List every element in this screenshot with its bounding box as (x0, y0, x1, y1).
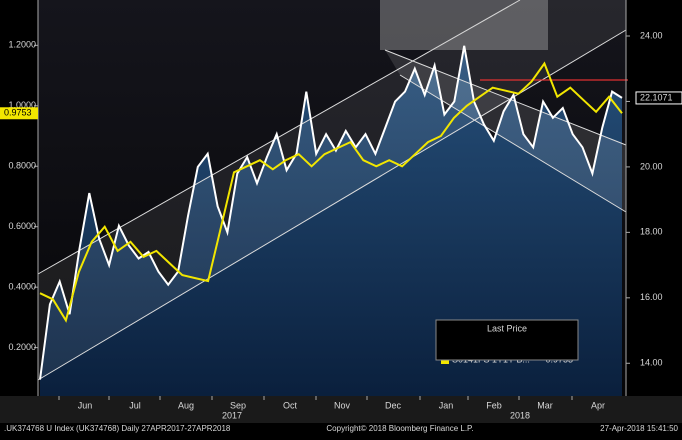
y-tick-label: 1.2000 (8, 40, 36, 50)
footer-left: .UK374768 U Index (UK374768) Daily 27APR… (4, 424, 231, 433)
y2-tick-label: 18.00 (640, 227, 663, 237)
footer-right: 27-Apr-2018 15:41:50 (600, 424, 678, 433)
area (40, 45, 622, 397)
line (39, 45, 623, 380)
footer-center: Copyright© 2018 Bloomberg Finance L.P. (326, 424, 473, 433)
last-value-tag (0, 107, 38, 120)
x-tick-label: Aug (178, 400, 194, 410)
x-tick-label: Apr (591, 400, 605, 410)
x-tick-label: Sep (230, 400, 246, 410)
y-tick-label: 0.2000 (8, 342, 36, 352)
y2-tick-label: 16.00 (640, 292, 663, 302)
x-tick-label: Feb (486, 400, 502, 410)
y2-tick-label: 20.00 (640, 161, 663, 171)
last-value-tag (635, 91, 682, 105)
x-tick-label: Nov (334, 400, 351, 410)
x-tick-label: Oct (283, 400, 298, 410)
y2-tick-label: 14.00 (640, 358, 663, 368)
y2-tick-label: 24.00 (640, 30, 663, 40)
line (39, 61, 623, 323)
x-tick-label: Mar (537, 400, 553, 410)
x-tick-label: Jun (78, 400, 93, 410)
last-value-label: 0.9753 (4, 108, 32, 118)
legend-title: Last Price (487, 323, 527, 333)
y-tick-label: 0.8000 (8, 161, 36, 171)
year-label: 2018 (510, 410, 530, 420)
x-tick-label: Jul (129, 400, 141, 410)
y-tick-label: 0.4000 (8, 282, 36, 292)
last-value-label: 22.1071 (640, 92, 673, 102)
channels (37, 0, 628, 381)
x-tick-label: Jan (439, 400, 454, 410)
x-tick-label: Dec (385, 400, 402, 410)
y-tick-label: 0.6000 (8, 221, 36, 231)
x-axis-band (0, 396, 682, 423)
y-tick-label: 1.0000 (8, 100, 36, 110)
year-label: 2017 (222, 410, 242, 420)
legend (435, 319, 579, 361)
